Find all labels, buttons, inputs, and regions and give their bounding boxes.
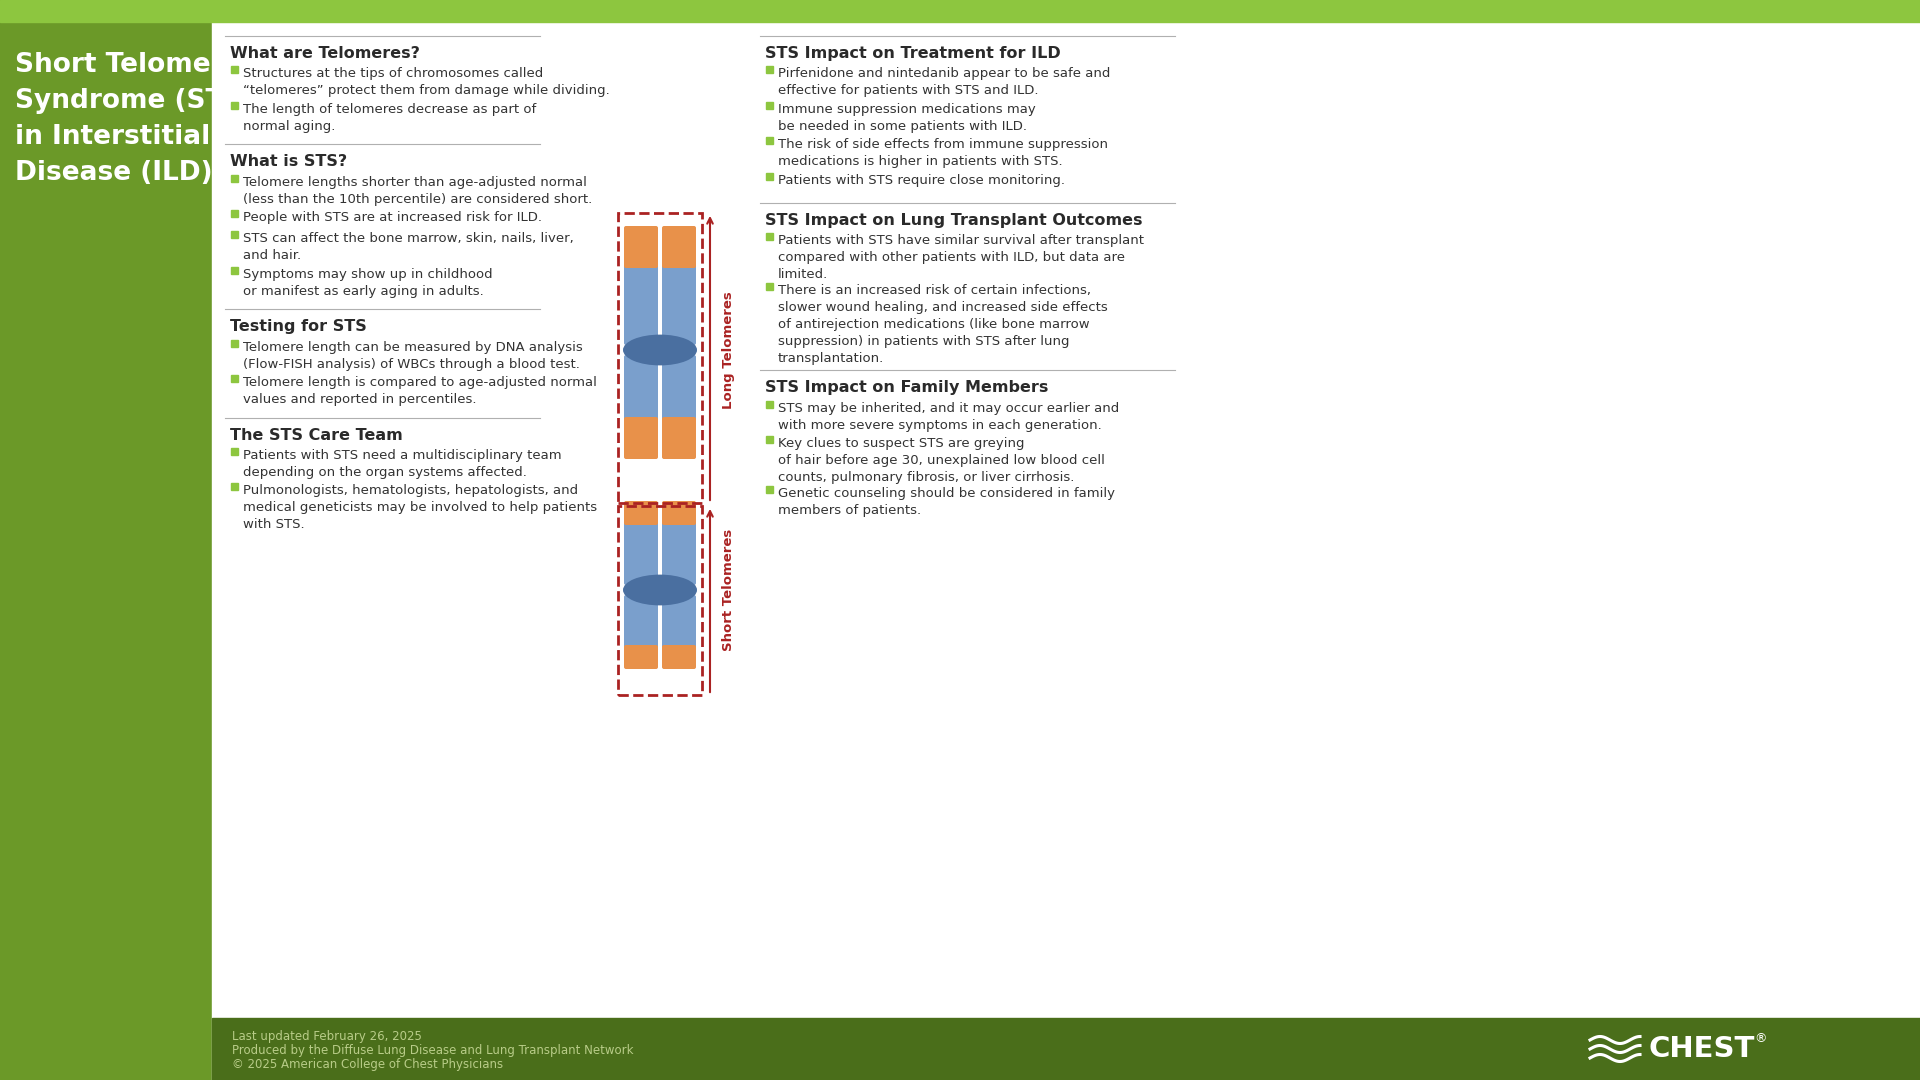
Bar (211, 22, 1920, 1080)
Text: STS can affect the bone marrow, skin, nails, liver,
and hair.: STS can affect the bone marrow, skin, na… (244, 232, 574, 262)
Bar (766, 436, 774, 443)
FancyBboxPatch shape (624, 355, 659, 421)
FancyBboxPatch shape (624, 521, 659, 585)
Bar (230, 66, 238, 73)
Ellipse shape (622, 575, 697, 606)
FancyBboxPatch shape (662, 355, 695, 421)
Text: Telomere length can be measured by DNA analysis
(Flow-FISH analysis) of WBCs thr: Telomere length can be measured by DNA a… (244, 340, 584, 370)
Bar (766, 233, 774, 240)
Text: Telomere lengths shorter than age-adjusted normal
(less than the 10th percentile: Telomere lengths shorter than age-adjust… (244, 176, 591, 205)
Text: STS may be inherited, and it may occur earlier and
with more severe symptoms in : STS may be inherited, and it may occur e… (778, 402, 1119, 432)
Text: Pulmonologists, hematologists, hepatologists, and
medical geneticists may be inv: Pulmonologists, hematologists, hepatolog… (244, 484, 597, 531)
Bar (766, 173, 774, 179)
Text: Produced by the Diffuse Lung Disease and Lung Transplant Network: Produced by the Diffuse Lung Disease and… (232, 1044, 634, 1057)
Text: What are Telomeres?: What are Telomeres? (230, 46, 420, 60)
Bar (211, 1018, 1920, 1080)
Bar (230, 231, 238, 239)
FancyBboxPatch shape (662, 417, 695, 459)
Text: The risk of side effects from immune suppression
medications is higher in patien: The risk of side effects from immune sup… (778, 138, 1108, 168)
FancyBboxPatch shape (662, 226, 695, 268)
Ellipse shape (622, 335, 697, 365)
Text: Last updated February 26, 2025: Last updated February 26, 2025 (232, 1030, 422, 1043)
Bar (230, 484, 238, 490)
Text: Short Telomere
Syndrome (STS)
in Interstitial Lung
Disease (ILD): Short Telomere Syndrome (STS) in Interst… (15, 52, 292, 186)
Text: Patients with STS require close monitoring.: Patients with STS require close monitori… (778, 174, 1066, 187)
Bar (766, 66, 774, 73)
Text: STS Impact on Lung Transplant Outcomes: STS Impact on Lung Transplant Outcomes (764, 213, 1142, 228)
Bar (230, 175, 238, 181)
Bar (230, 375, 238, 382)
FancyBboxPatch shape (624, 501, 659, 525)
Text: People with STS are at increased risk for ILD.: People with STS are at increased risk fo… (244, 211, 541, 224)
Bar (766, 486, 774, 492)
FancyBboxPatch shape (662, 501, 695, 525)
Bar (230, 267, 238, 274)
Text: © 2025 American College of Chest Physicians: © 2025 American College of Chest Physici… (232, 1058, 503, 1071)
FancyBboxPatch shape (624, 645, 659, 669)
Bar (766, 137, 774, 145)
Bar (766, 283, 774, 291)
Text: Structures at the tips of chromosomes called
“telomeres” protect them from damag: Structures at the tips of chromosomes ca… (244, 67, 611, 97)
Text: Genetic counseling should be considered in family
members of patients.: Genetic counseling should be considered … (778, 487, 1116, 517)
FancyBboxPatch shape (624, 226, 659, 268)
Bar (230, 448, 238, 455)
Text: Long Telomeres: Long Telomeres (722, 292, 735, 409)
Text: Testing for STS: Testing for STS (230, 320, 367, 335)
Text: Short Telomeres: Short Telomeres (722, 529, 735, 651)
FancyBboxPatch shape (624, 595, 659, 649)
Text: Patients with STS need a multidisciplinary team
depending on the organ systems a: Patients with STS need a multidisciplina… (244, 449, 563, 478)
Bar (0, 0, 211, 1080)
Text: What is STS?: What is STS? (230, 154, 348, 170)
Text: STS Impact on Family Members: STS Impact on Family Members (764, 380, 1048, 395)
Bar (564, 22, 764, 1018)
FancyBboxPatch shape (662, 645, 695, 669)
Text: Telomere length is compared to age-adjusted normal
values and reported in percen: Telomere length is compared to age-adjus… (244, 376, 597, 406)
Bar (230, 339, 238, 347)
FancyBboxPatch shape (662, 264, 695, 345)
Text: Patients with STS have similar survival after transplant
compared with other pat: Patients with STS have similar survival … (778, 234, 1144, 281)
Text: There is an increased risk of certain infections,
slower wound healing, and incr: There is an increased risk of certain in… (778, 284, 1108, 365)
Text: Immune suppression medications may
be needed in some patients with ILD.: Immune suppression medications may be ne… (778, 103, 1035, 133)
Bar (766, 401, 774, 407)
Bar (0, 0, 1920, 22)
Text: Pirfenidone and nintedanib appear to be safe and
effective for patients with STS: Pirfenidone and nintedanib appear to be … (778, 67, 1110, 97)
FancyBboxPatch shape (662, 521, 695, 585)
Bar (230, 102, 238, 109)
Text: Symptoms may show up in childhood
or manifest as early aging in adults.: Symptoms may show up in childhood or man… (244, 268, 493, 298)
Bar (230, 210, 238, 217)
FancyBboxPatch shape (624, 264, 659, 345)
FancyBboxPatch shape (662, 595, 695, 649)
FancyBboxPatch shape (624, 417, 659, 459)
Text: The length of telomeres decrease as part of
normal aging.: The length of telomeres decrease as part… (244, 103, 536, 133)
Text: STS Impact on Treatment for ILD: STS Impact on Treatment for ILD (764, 46, 1060, 60)
Text: CHEST: CHEST (1647, 1035, 1755, 1063)
Bar (766, 102, 774, 109)
Text: ®: ® (1755, 1032, 1766, 1045)
Text: The STS Care Team: The STS Care Team (230, 428, 403, 443)
Text: Key clues to suspect STS are greying
of hair before age 30, unexplained low bloo: Key clues to suspect STS are greying of … (778, 437, 1104, 484)
